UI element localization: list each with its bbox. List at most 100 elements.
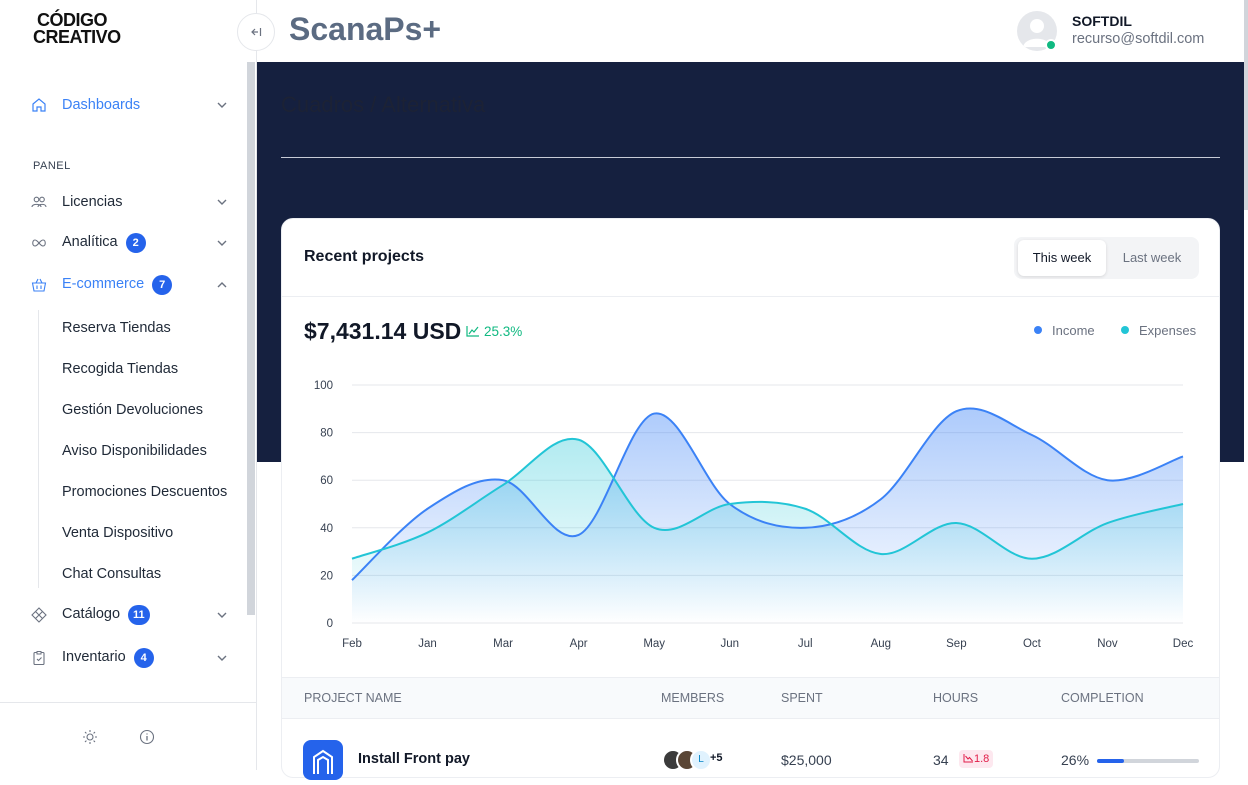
column-header[interactable]: COMPLETION: [1061, 691, 1144, 705]
x-tick-label: Aug: [871, 638, 891, 650]
completion-progress-fill: [1097, 759, 1124, 763]
legend-dot: [1121, 326, 1129, 334]
member-avatar: L: [690, 749, 712, 771]
chevron-down-icon: [217, 199, 227, 205]
column-header[interactable]: HOURS: [933, 691, 979, 705]
collapse-left-icon: [251, 28, 262, 36]
submenu-item[interactable]: Aviso Disponibilidades: [62, 443, 207, 459]
column-header[interactable]: PROJECT NAME: [304, 691, 402, 705]
y-tick-label: 60: [320, 475, 333, 487]
y-tick-label: 80: [320, 428, 333, 440]
x-tick-label: Oct: [1023, 638, 1042, 650]
sidebar-item-label: Analítica 2: [62, 233, 146, 253]
user-icon: [1023, 19, 1051, 47]
page-scrollbar[interactable]: [1244, 0, 1248, 210]
y-tick-label: 40: [320, 523, 333, 535]
column-header[interactable]: MEMBERS: [661, 691, 725, 705]
divider: [282, 296, 1219, 297]
x-tick-label: Feb: [342, 638, 362, 650]
submenu-item[interactable]: Recogida Tiendas: [62, 361, 179, 377]
topbar: ScanaPs+ SOFTDIL recurso@softdil.com: [257, 0, 1248, 62]
y-tick-label: 20: [320, 570, 333, 582]
sidebar-item-catalogo[interactable]: Catálogo 11: [0, 597, 245, 633]
series-line-income: [351, 407, 1184, 581]
column-header[interactable]: SPENT: [781, 691, 823, 705]
count-badge: 4: [133, 648, 154, 668]
submenu-item[interactable]: Chat Consultas: [62, 566, 162, 582]
x-tick-label: Sep: [946, 638, 966, 650]
sidebar-item-label: Catálogo 11: [62, 605, 150, 625]
user-name: SOFTDIL: [1072, 13, 1132, 29]
section-label: PANEL: [33, 160, 71, 172]
period-toggle: This week Last week: [1014, 237, 1199, 279]
info-icon[interactable]: [139, 729, 155, 745]
table-header: PROJECT NAME MEMBERS SPENT HOURS COMPLET…: [282, 677, 1219, 719]
y-tick-label: 100: [314, 380, 333, 392]
clipboard-icon: [33, 651, 45, 666]
projects-area-chart: 0 20 40 60 80 100 Feb Jan Mar Apr May Jun Jul Aug Sep O…: [314, 380, 1194, 650]
completion-progress: [1097, 759, 1199, 763]
x-tick-label: Jan: [418, 638, 437, 650]
sidebar-scrollbar[interactable]: [247, 62, 255, 615]
sidebar-item-label: E-commerce 7: [62, 275, 173, 295]
user-email: recurso@softdil.com: [1072, 31, 1205, 47]
app-title: ScanaPs+: [289, 11, 442, 47]
hours-value: 34: [933, 752, 949, 768]
collapse-sidebar-button[interactable]: [237, 13, 275, 51]
users-icon: [31, 196, 47, 208]
submenu-item[interactable]: Promociones Descuentos: [62, 484, 228, 500]
card-title: Recent projects: [304, 248, 425, 265]
table-row[interactable]: Install Front pay L +5 $25,000 34 1.8 26…: [282, 719, 1219, 780]
y-tick-label: 0: [327, 618, 333, 630]
diamond-grid-icon: [31, 607, 47, 623]
home-icon: [32, 98, 46, 112]
submenu-item[interactable]: Venta Dispositivo: [62, 525, 174, 541]
x-tick-label: Jul: [798, 638, 813, 650]
sidebar-item-inventario[interactable]: Inventario 4: [0, 640, 245, 676]
project-name: Install Front pay: [358, 751, 470, 767]
total-amount: $7,431.14 USD: [304, 318, 462, 344]
count-badge: 7: [152, 275, 173, 295]
sidebar-item-dashboards[interactable]: Dashboards: [0, 87, 245, 123]
chevron-down-icon: [217, 240, 227, 246]
members-more-count: +5: [710, 752, 723, 764]
x-tick-label: Mar: [493, 638, 513, 650]
x-tick-label: May: [643, 638, 665, 650]
divider: [281, 157, 1220, 158]
project-logo-icon: [303, 740, 343, 780]
sidebar-item-analitica[interactable]: Analítica 2: [0, 225, 245, 261]
trend-delta: 25.3%: [466, 324, 522, 339]
brand-logo[interactable]: CÓDIGO CREATIVO: [33, 10, 121, 47]
series-area-expenses: [352, 438, 1183, 623]
breadcrumb: Cuadros / Alternativa: [281, 92, 486, 117]
sidebar-item-label: Dashboards: [62, 97, 141, 113]
completion-value: 26%: [1061, 752, 1090, 768]
x-tick-label: Apr: [570, 638, 588, 650]
chevron-down-icon: [217, 612, 227, 618]
submenu-item[interactable]: Gestión Devoluciones: [62, 402, 204, 418]
x-tick-label: Nov: [1097, 638, 1118, 650]
sidebar-item-ecommerce[interactable]: E-commerce 7: [0, 267, 245, 303]
sidebar-item-label: Inventario 4: [62, 648, 154, 668]
this-week-button[interactable]: This week: [1018, 240, 1106, 276]
sidebar-item-label: Licencias: [62, 194, 123, 210]
chevron-up-icon: [217, 282, 227, 288]
sidebar-item-licencias[interactable]: Licencias: [0, 184, 245, 220]
infinity-icon: [32, 239, 46, 247]
chevron-down-icon: [217, 655, 227, 661]
series-line-expenses: [351, 437, 1184, 560]
online-status-dot: [1045, 39, 1057, 51]
trend-up-icon: [466, 326, 479, 337]
sun-icon[interactable]: [82, 729, 98, 745]
legend-dot: [1034, 326, 1042, 334]
spent-value: $25,000: [781, 752, 832, 768]
submenu-guide-line: [38, 310, 39, 588]
submenu-item[interactable]: Reserva Tiendas: [62, 320, 171, 336]
recent-projects-card: Recent projects This week Last week $7,4…: [281, 218, 1220, 780]
legend-income[interactable]: Income: [1034, 323, 1095, 338]
x-tick-label: Dec: [1173, 638, 1194, 650]
legend-expenses[interactable]: Expenses: [1121, 323, 1196, 338]
x-tick-label: Jun: [720, 638, 739, 650]
trend-down-icon: [963, 754, 973, 763]
last-week-button[interactable]: Last week: [1122, 250, 1182, 265]
